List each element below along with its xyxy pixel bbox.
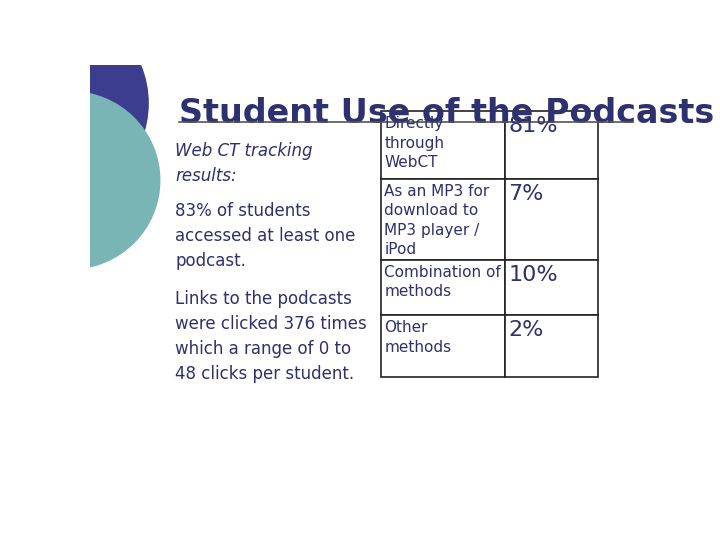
Text: Directly
through
WebCT: Directly through WebCT xyxy=(384,117,444,170)
Text: Web CT tracking
results:: Web CT tracking results: xyxy=(175,142,312,185)
Text: 2%: 2% xyxy=(508,320,544,340)
Text: 81%: 81% xyxy=(508,117,558,137)
Bar xyxy=(505,260,598,315)
Text: 10%: 10% xyxy=(508,265,558,285)
Text: Combination of
methods: Combination of methods xyxy=(384,265,501,299)
Text: As an MP3 for
download to
MP3 player /
iPod: As an MP3 for download to MP3 player / i… xyxy=(384,184,490,256)
Bar xyxy=(505,315,598,377)
Bar xyxy=(381,179,505,260)
Text: Other
methods: Other methods xyxy=(384,320,451,355)
Bar xyxy=(381,315,505,377)
Text: Student Use of the Podcasts: Student Use of the Podcasts xyxy=(179,97,714,130)
Text: 7%: 7% xyxy=(508,184,544,204)
Circle shape xyxy=(0,92,160,269)
Bar xyxy=(505,179,598,260)
Bar xyxy=(381,260,505,315)
Text: Links to the podcasts
were clicked 376 times
which a range of 0 to
48 clicks per: Links to the podcasts were clicked 376 t… xyxy=(175,289,367,383)
Text: 83% of students
accessed at least one
podcast.: 83% of students accessed at least one po… xyxy=(175,202,356,270)
Bar xyxy=(505,111,598,179)
Circle shape xyxy=(0,3,148,204)
Bar xyxy=(381,111,505,179)
